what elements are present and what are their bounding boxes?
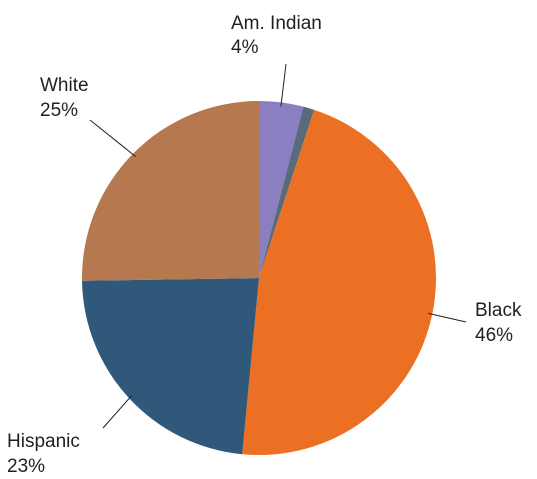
slice-hispanic	[82, 278, 260, 455]
leader-line-hispanic	[102, 395, 133, 429]
leader-line-white	[89, 119, 137, 157]
slice-am-indian	[259, 101, 304, 278]
label-black-value: 46%	[475, 325, 513, 346]
slice-black	[242, 109, 436, 456]
leader-lines	[89, 63, 467, 429]
label-am-indian-value: 4%	[231, 37, 259, 58]
label-am-indian-name: Am. Indian	[231, 13, 322, 34]
leader-line-black	[428, 312, 467, 323]
leader-line-am-indian	[280, 63, 287, 107]
label-hispanic-name: Hispanic	[7, 431, 80, 452]
pie-slices	[81, 101, 436, 456]
slice-other	[259, 106, 315, 278]
label-white-name: White	[40, 75, 89, 96]
label-hispanic-value: 23%	[7, 456, 45, 477]
label-white-value: 25%	[40, 100, 78, 121]
label-black-name: Black	[475, 300, 522, 321]
slice-white	[81, 101, 260, 281]
